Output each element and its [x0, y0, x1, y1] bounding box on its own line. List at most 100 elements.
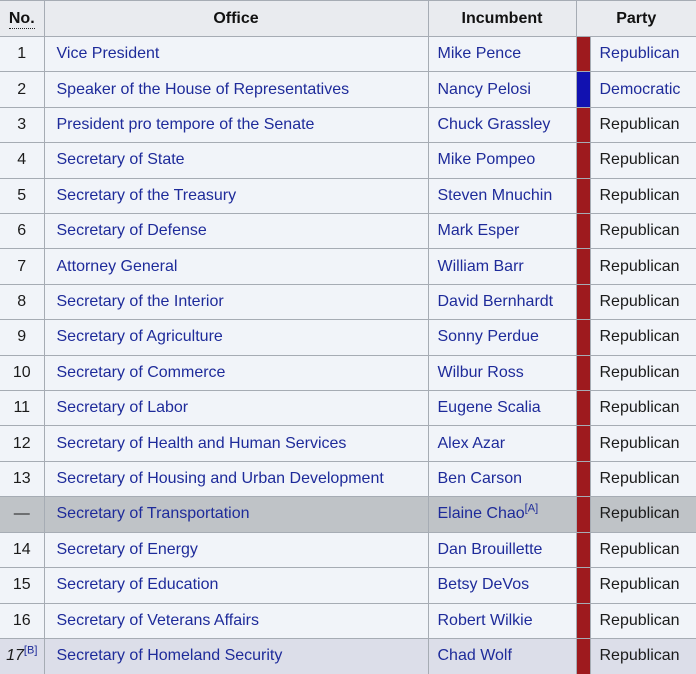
row-number: —: [0, 496, 45, 533]
office-link[interactable]: Secretary of the Treasury: [56, 186, 237, 204]
office-link[interactable]: Secretary of Defense: [56, 222, 207, 240]
office-cell: Secretary of Education: [43, 567, 429, 604]
incumbent-link[interactable]: Alex Azar: [437, 434, 506, 452]
party-label: Republican: [599, 116, 680, 134]
incumbent-link[interactable]: Eugene Scalia: [437, 399, 541, 417]
row-number: 4: [0, 142, 45, 179]
office-link[interactable]: Secretary of State: [56, 151, 185, 169]
row-number-text: 16: [12, 611, 31, 629]
office-link[interactable]: President pro tempore of the Senate: [56, 116, 315, 134]
party-cell: Republican: [589, 283, 696, 321]
incumbent-cell: Eugene Scalia: [427, 390, 577, 427]
incumbent-cell: Mike Pence: [427, 35, 577, 73]
incumbent-link[interactable]: Dan Brouillette: [437, 540, 543, 558]
incumbent-link[interactable]: Mike Pence: [437, 45, 522, 63]
row-number: 2: [0, 71, 45, 108]
office-cell: Secretary of the Interior: [43, 283, 429, 321]
row-number-text: 10: [12, 363, 31, 381]
office-link[interactable]: Secretary of the Interior: [56, 293, 224, 311]
table-row: 5 Secretary of the Treasury Steven Mnuchin…: [0, 177, 696, 215]
footnote-link[interactable]: [B]: [23, 645, 38, 658]
incumbent-cell: Mark Esper: [427, 213, 577, 250]
office-cell: Secretary of Commerce: [43, 354, 429, 392]
incumbent-cell: Dan Brouillette: [427, 531, 577, 569]
party-color-swatch: [575, 496, 591, 533]
office-cell: Vice President: [43, 35, 429, 73]
office-cell: Secretary of Health and Human Services: [43, 425, 429, 462]
incumbent-cell: David Bernhardt: [427, 283, 577, 321]
office-link[interactable]: Secretary of Education: [56, 576, 219, 594]
incumbent-link[interactable]: Sonny Perdue: [437, 328, 539, 346]
office-link[interactable]: Speaker of the House of Representatives: [56, 80, 350, 98]
incumbent-link[interactable]: David Bernhardt: [437, 293, 554, 311]
incumbent-link[interactable]: Wilbur Ross: [437, 363, 524, 381]
party-color-swatch: [575, 354, 591, 392]
office-link[interactable]: Attorney General: [56, 257, 178, 275]
party-cell: Republican: [589, 425, 696, 462]
party-link[interactable]: Democratic: [599, 80, 681, 98]
office-link[interactable]: Secretary of Transportation: [56, 505, 250, 523]
row-number-text: 4: [17, 151, 27, 169]
office-link[interactable]: Secretary of Health and Human Services: [56, 434, 347, 452]
incumbent-cell: Wilbur Ross: [427, 354, 577, 392]
incumbent-link[interactable]: Betsy DeVos: [437, 576, 530, 594]
party-color-swatch: [575, 283, 591, 321]
party-cell: Republican: [589, 602, 696, 639]
incumbent-link[interactable]: William Barr: [437, 257, 524, 275]
office-link[interactable]: Secretary of Homeland Security: [56, 647, 283, 665]
office-link[interactable]: Secretary of Labor: [56, 399, 189, 417]
row-number-text: 13: [12, 470, 31, 488]
party-color-swatch: [575, 177, 591, 215]
office-link[interactable]: Vice President: [56, 45, 160, 63]
party-cell: Republican: [589, 637, 696, 674]
party-label: Republican: [599, 151, 680, 169]
party-link[interactable]: Republican: [599, 45, 680, 63]
office-link[interactable]: Secretary of Housing and Urban Developme…: [56, 470, 384, 488]
party-color-swatch: [575, 531, 591, 569]
party-color-swatch: [575, 248, 591, 285]
office-cell: Secretary of State: [43, 142, 429, 179]
row-number-text: 17: [6, 647, 24, 665]
incumbent-link[interactable]: Mike Pompeo: [437, 151, 536, 169]
table-row: 11 Secretary of Labor Eugene Scalia Republi…: [0, 390, 696, 427]
table-row: 3 President pro tempore of the Senate Chuc…: [0, 106, 696, 144]
incumbent-cell: Chuck Grassley: [427, 106, 577, 144]
office-link[interactable]: Secretary of Veterans Affairs: [56, 611, 259, 629]
incumbent-cell: Robert Wilkie: [427, 602, 577, 639]
table-row: 12 Secretary of Health and Human Services…: [0, 425, 696, 462]
row-number-text: 9: [17, 328, 27, 346]
incumbent-link[interactable]: Ben Carson: [437, 470, 523, 488]
office-cell: Secretary of Labor: [43, 390, 429, 427]
office-link[interactable]: Secretary of Energy: [56, 540, 198, 558]
table-row: 2 Speaker of the House of Representatives…: [0, 71, 696, 108]
row-number: 15: [0, 567, 45, 604]
incumbent-link[interactable]: Nancy Pelosi: [437, 80, 531, 98]
office-link[interactable]: Secretary of Commerce: [56, 363, 226, 381]
party-color-swatch: [575, 71, 591, 108]
incumbent-cell: Chad Wolf: [427, 637, 577, 674]
table-row: 16 Secretary of Veterans Affairs Robert Wi…: [0, 602, 696, 639]
party-cell: Republican: [589, 35, 696, 73]
no-abbr: No.: [8, 9, 35, 29]
incumbent-link[interactable]: Elaine Chao: [437, 505, 525, 523]
incumbent-link[interactable]: Chuck Grassley: [437, 116, 551, 134]
party-color-swatch: [575, 390, 591, 427]
incumbent-link[interactable]: Steven Mnuchin: [437, 186, 553, 204]
table-row: 17[B] Secretary of Homeland Security Chad …: [0, 637, 696, 674]
incumbent-link[interactable]: Robert Wilkie: [437, 611, 533, 629]
party-label: Republican: [599, 540, 680, 558]
row-number-text: 6: [17, 222, 27, 240]
office-cell: Secretary of the Treasury: [43, 177, 429, 215]
office-link[interactable]: Secretary of Agriculture: [56, 328, 223, 346]
office-cell: Secretary of Transportation: [43, 496, 429, 533]
footnote-link[interactable]: [A]: [524, 503, 539, 516]
table-row: 6 Secretary of Defense Mark Esper Republica…: [0, 213, 696, 250]
incumbent-link[interactable]: Mark Esper: [437, 222, 520, 240]
incumbent-link[interactable]: Chad Wolf: [437, 647, 512, 665]
row-number: 17[B]: [0, 637, 45, 674]
row-number: 9: [0, 319, 45, 356]
footnote-ref: [B]: [24, 645, 37, 657]
footnote-ref: [A]: [525, 503, 538, 515]
office-cell: President pro tempore of the Senate: [43, 106, 429, 144]
